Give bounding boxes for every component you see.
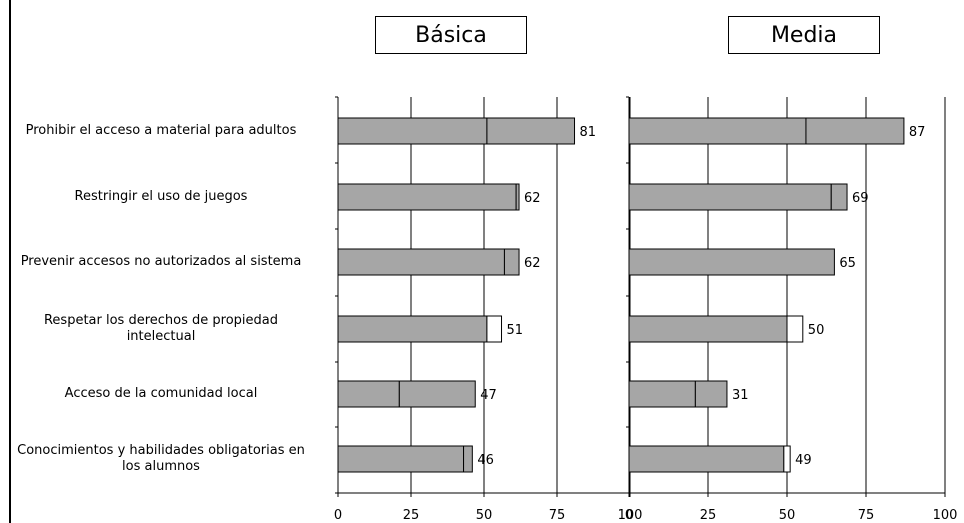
left-border-rule bbox=[9, 0, 11, 523]
data-label-basica: 62 bbox=[524, 191, 541, 206]
bar-segment-basica bbox=[337, 380, 400, 408]
category-label: Prevenir accesos no autorizados al siste… bbox=[0, 254, 326, 270]
bar-segment-basica bbox=[515, 183, 520, 211]
category-label-line: Acceso de la comunidad local bbox=[64, 386, 258, 401]
category-label-line: Prevenir accesos no autorizados al siste… bbox=[20, 254, 302, 269]
category-label: Acceso de la comunidad local bbox=[0, 386, 326, 402]
category-label-line: Respetar los derechos de propiedad bbox=[43, 313, 278, 328]
x-tick-label-media: 75 bbox=[858, 508, 875, 523]
bar-segment-basica bbox=[463, 445, 473, 473]
category-label: Prohibir el acceso a material para adult… bbox=[0, 123, 326, 139]
bar-segment-basica bbox=[337, 315, 488, 343]
data-label-basica: 81 bbox=[580, 125, 597, 140]
bar-segment-basica bbox=[486, 315, 503, 343]
category-label-line: Prohibir el acceso a material para adult… bbox=[25, 123, 297, 138]
data-label-media: 65 bbox=[839, 256, 856, 271]
x-tick-label-basica: 25 bbox=[403, 508, 420, 523]
bar-segment-media bbox=[805, 117, 905, 145]
category-label: Restringir el uso de juegos bbox=[0, 189, 326, 205]
data-label-media: 50 bbox=[808, 323, 825, 338]
bar-segment-basica bbox=[337, 117, 488, 145]
x-tick-label-basica: 100 bbox=[618, 508, 643, 523]
bar-segment-media bbox=[628, 117, 807, 145]
panel-title-media: Media bbox=[728, 16, 880, 54]
x-tick-label-basica: 50 bbox=[476, 508, 493, 523]
data-label-basica: 46 bbox=[477, 453, 494, 468]
category-label-line: Restringir el uso de juegos bbox=[74, 189, 248, 204]
x-tick-label-media: 25 bbox=[700, 508, 717, 523]
bar-segment-basica bbox=[337, 445, 465, 473]
data-label-basica: 47 bbox=[480, 388, 497, 403]
bar-segment-basica bbox=[398, 380, 476, 408]
data-label-basica: 51 bbox=[507, 323, 524, 338]
bar-segment-media bbox=[628, 315, 788, 343]
data-label-media: 49 bbox=[795, 453, 812, 468]
bar-segment-media bbox=[783, 445, 791, 473]
bar-segment-media bbox=[628, 248, 835, 276]
x-tick-label-media: 100 bbox=[933, 508, 958, 523]
data-label-media: 31 bbox=[732, 388, 749, 403]
panel-title-basica: Básica bbox=[375, 16, 527, 54]
category-label-line: los alumnos bbox=[122, 459, 200, 474]
x-tick-label-basica: 0 bbox=[334, 508, 342, 523]
bar-segment-basica bbox=[337, 248, 505, 276]
data-label-basica: 62 bbox=[524, 256, 541, 271]
x-tick-label-basica: 75 bbox=[549, 508, 566, 523]
category-label: Conocimientos y habilidades obligatorias… bbox=[0, 443, 326, 475]
bar-segment-basica bbox=[503, 248, 520, 276]
bar-segment-media bbox=[628, 380, 696, 408]
data-label-media: 87 bbox=[909, 125, 926, 140]
bar-segment-media bbox=[628, 183, 832, 211]
category-label-line: intelectual bbox=[126, 329, 196, 344]
bar-segment-media bbox=[694, 380, 728, 408]
bar-segment-basica bbox=[337, 183, 517, 211]
bar-segment-media bbox=[830, 183, 848, 211]
category-label: Respetar los derechos de propiedad intele… bbox=[0, 313, 326, 345]
x-tick-label-media: 50 bbox=[779, 508, 796, 523]
data-label-media: 69 bbox=[852, 191, 869, 206]
bar-segment-media bbox=[786, 315, 804, 343]
bar-segment-media bbox=[628, 445, 785, 473]
bar-segment-basica bbox=[486, 117, 576, 145]
x-tick-label-media: 0 bbox=[625, 508, 633, 523]
category-label-line: Conocimientos y habilidades obligatorias… bbox=[17, 443, 305, 458]
